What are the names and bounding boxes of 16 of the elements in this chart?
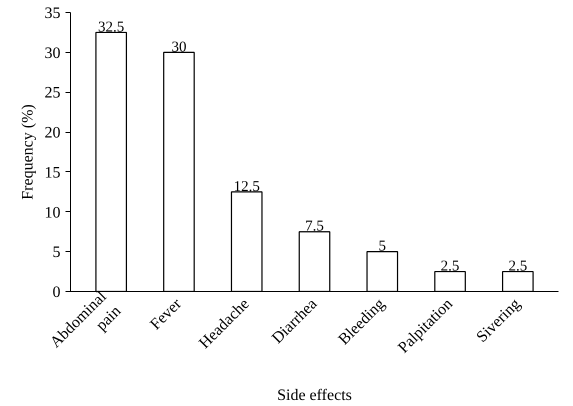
x-axis-title: Side effects [277,386,352,404]
data-label: 5 [378,238,386,255]
y-tick-label: 25 [44,84,60,102]
data-label: 2.5 [508,258,528,275]
data-label: 7.5 [305,218,324,235]
data-label: 12.5 [234,178,260,195]
y-tick-label: 5 [52,244,60,262]
y-tick-label: 30 [44,44,60,62]
y-axis-title: Frequency (%) [20,104,36,200]
data-label: 2.5 [440,258,460,275]
data-label: 30 [171,39,186,56]
y-tick-label: 10 [44,204,60,222]
y-tick-label: 20 [44,124,60,142]
data-label: 32.5 [98,19,124,36]
y-tick-label: 35 [44,5,60,22]
y-tick-label: 15 [44,164,60,182]
